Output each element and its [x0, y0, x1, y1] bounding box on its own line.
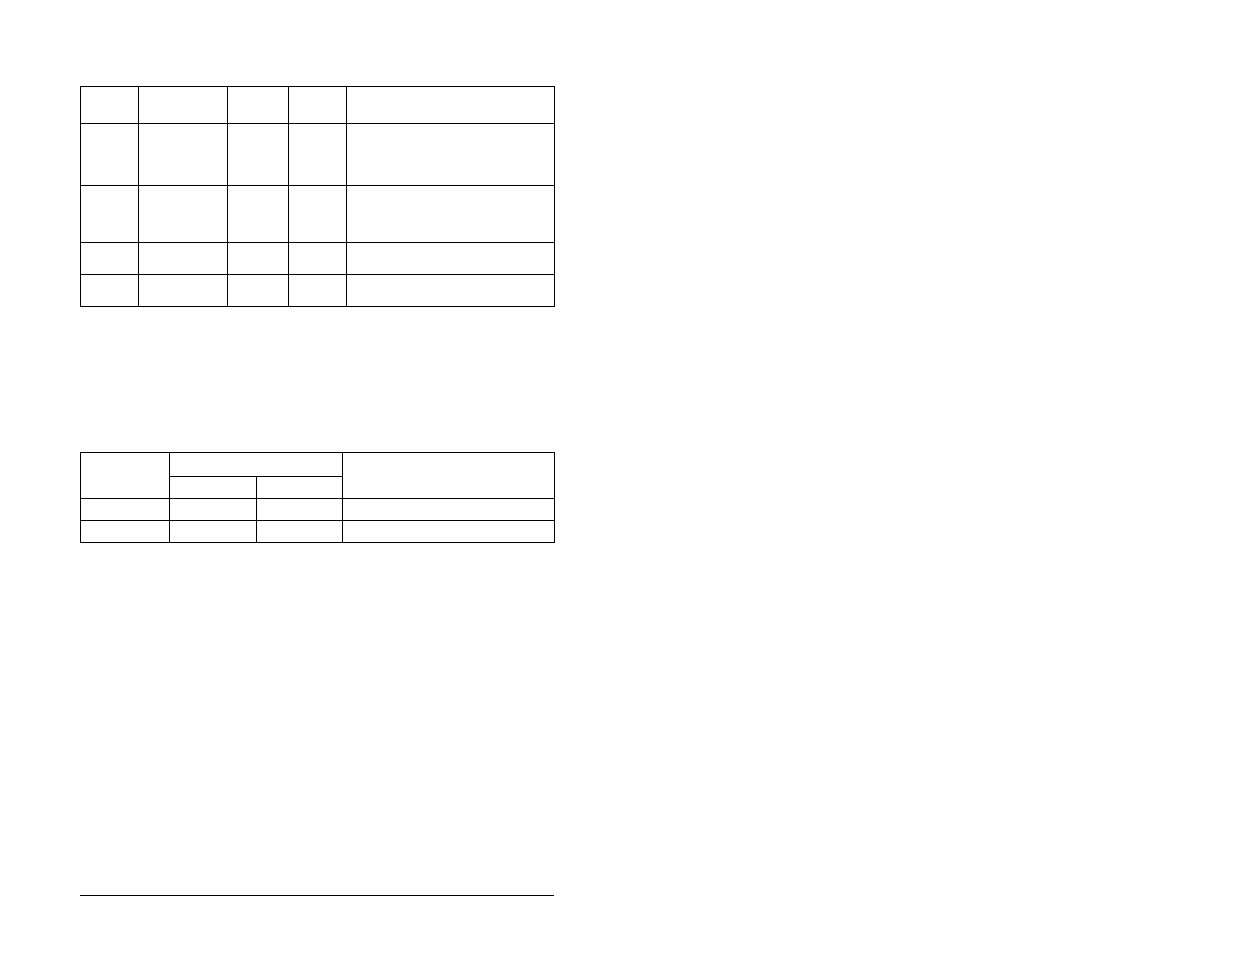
table-row	[81, 186, 555, 243]
table-cell	[347, 243, 555, 275]
table-header-cell	[257, 477, 343, 499]
table-row	[81, 275, 555, 307]
table-cell	[343, 499, 555, 521]
table-cell	[170, 499, 257, 521]
table-cell	[257, 499, 343, 521]
table-cell	[228, 124, 289, 186]
table-cell	[228, 275, 289, 307]
table-cell	[81, 499, 170, 521]
table-cell	[289, 124, 347, 186]
table-cell	[139, 87, 228, 124]
table-cell	[170, 521, 257, 543]
table-cell	[228, 87, 289, 124]
table-cell	[289, 186, 347, 243]
table-cell	[347, 87, 555, 124]
table-header-row	[81, 453, 555, 477]
table-2	[80, 452, 555, 543]
table-cell	[289, 243, 347, 275]
table-cell	[257, 521, 343, 543]
table-cell	[289, 275, 347, 307]
table-row	[81, 124, 555, 186]
table-cell	[343, 521, 555, 543]
table-header-cell	[170, 477, 257, 499]
table-header-cell	[170, 453, 343, 477]
table-cell	[289, 87, 347, 124]
table-cell	[347, 275, 555, 307]
table-cell	[228, 186, 289, 243]
table-cell	[81, 275, 139, 307]
table-row	[81, 87, 555, 124]
table-header-cell	[81, 453, 170, 499]
table-cell	[139, 275, 228, 307]
table-cell	[139, 186, 228, 243]
table-cell	[347, 186, 555, 243]
table-row	[81, 243, 555, 275]
table-cell	[228, 243, 289, 275]
table-1	[80, 86, 555, 307]
table-row	[81, 521, 555, 543]
table-cell	[81, 521, 170, 543]
table-cell	[81, 124, 139, 186]
table-header-cell	[343, 453, 555, 499]
table-cell	[139, 124, 228, 186]
horizontal-divider	[80, 895, 554, 896]
table-cell	[81, 87, 139, 124]
table-row	[81, 499, 555, 521]
table-cell	[81, 243, 139, 275]
table-cell	[81, 186, 139, 243]
table-cell	[139, 243, 228, 275]
table-cell	[347, 124, 555, 186]
